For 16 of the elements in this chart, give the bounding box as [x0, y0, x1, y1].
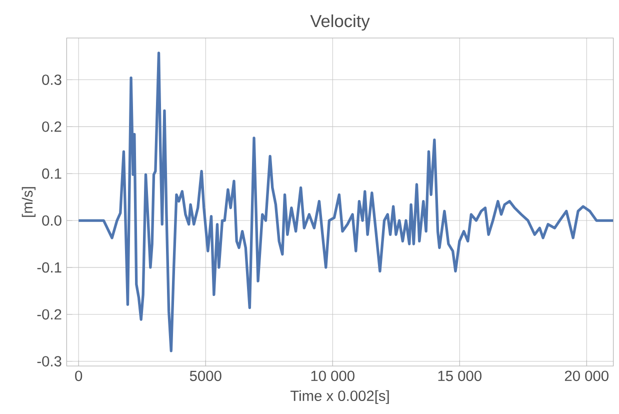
y-tick-label: 0.3: [42, 74, 62, 85]
y-tick-label: 0.1: [42, 168, 62, 179]
x-axis-title: Time x 0.002[s]: [290, 390, 389, 404]
x-tick-label: 20 000: [564, 370, 608, 382]
y-tick-label: -0.2: [37, 309, 62, 320]
y-tick-label: 0.2: [42, 122, 62, 132]
y-tick-label: 0.0: [42, 215, 62, 226]
chart-title: Velocity: [310, 14, 370, 31]
x-tick-label: 15 000: [438, 370, 482, 382]
x-tick-label: 5000: [190, 370, 222, 382]
x-tick-label: 0: [75, 370, 82, 382]
x-tick-label: 10 000: [311, 370, 354, 382]
y-axis-title: [m/s]: [22, 187, 36, 217]
y-tick-label: -0.1: [37, 262, 62, 273]
line-series: [77, 52, 614, 352]
y-tick-label: -0.3: [37, 356, 62, 366]
